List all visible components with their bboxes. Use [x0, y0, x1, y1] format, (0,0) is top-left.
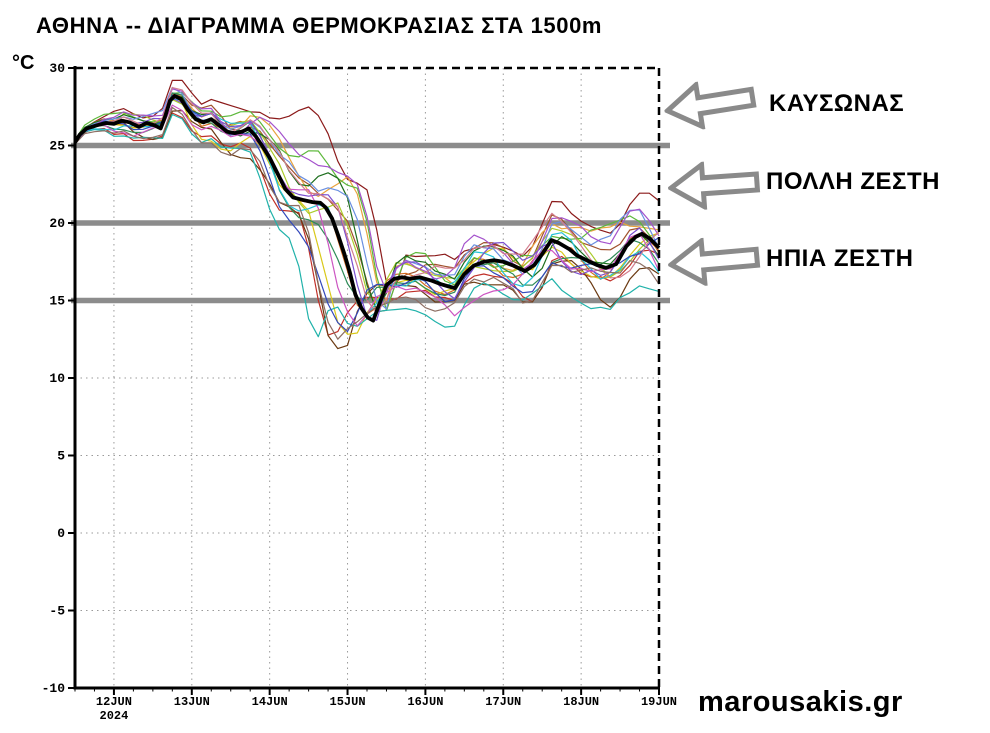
watermark-text: marousakis.gr	[698, 686, 903, 718]
y-tick-label: 10	[49, 371, 65, 386]
left-arrow-icon	[663, 80, 757, 131]
x-tick-label: 19JUN	[641, 695, 677, 709]
x-tick-label: 16JUN	[407, 695, 443, 709]
x-tick-label: 14JUN	[252, 695, 288, 709]
ensemble-member-line	[74, 112, 660, 336]
ensemble-member-line	[74, 79, 660, 286]
x-tick-sublabel: 2024	[100, 709, 129, 723]
zone-label-heatwave: ΚΑΥΣΩΝΑΣ	[769, 90, 905, 117]
ensemble-mean-line	[73, 94, 661, 323]
ensemble-member-line	[74, 98, 660, 305]
y-tick-label: 20	[49, 216, 65, 231]
y-tick-label: 30	[49, 61, 65, 76]
x-tick-label: 18JUN	[563, 695, 599, 709]
y-tick-label: -5	[49, 604, 65, 619]
y-tick-label: 25	[49, 139, 65, 154]
ensemble-member-line	[74, 94, 660, 333]
x-tick-label: 12JUN	[96, 695, 132, 709]
chart-title: ΑΘΗΝΑ -- ΔΙΑΓΡΑΜΜΑ ΘΕΡΜΟΚΡΑΣΙΑΣ ΣΤΑ 1500…	[36, 13, 603, 38]
y-tick-label: 0	[57, 526, 65, 541]
y-axis-unit-label: °C	[12, 52, 35, 74]
x-tick-label: 15JUN	[330, 695, 366, 709]
y-tick-label: -10	[42, 681, 66, 696]
x-tick-label: 17JUN	[485, 695, 521, 709]
y-tick-label: 15	[49, 294, 65, 309]
ensemble-member-line	[74, 86, 660, 314]
y-tick-label: 5	[57, 449, 65, 464]
zone-label-very-hot: ΠΟΛΛΗ ΖΕΣΤΗ	[766, 168, 940, 195]
zone-label-mild-warm: ΗΠΙΑ ΖΕΣΤΗ	[766, 245, 914, 272]
x-tick-label: 13JUN	[174, 695, 210, 709]
left-arrow-icon	[666, 236, 761, 288]
left-arrow-icon	[666, 160, 761, 212]
ensemble-member-line	[74, 97, 660, 321]
ensemble-member-line	[74, 96, 660, 311]
